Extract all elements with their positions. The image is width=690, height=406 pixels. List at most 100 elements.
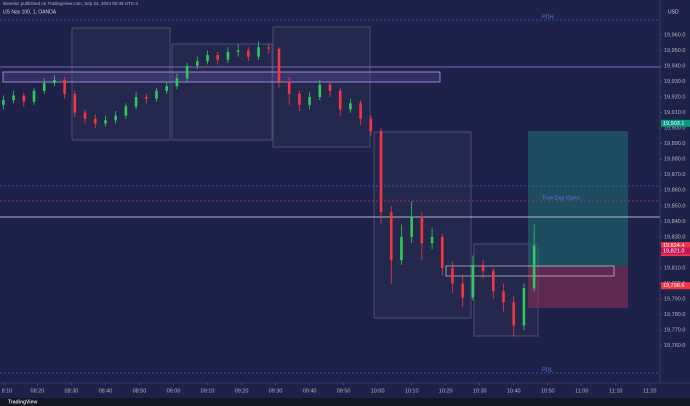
y-tick-label: 19,760.0 [664, 343, 685, 349]
x-tick-label: 8:10 [2, 388, 13, 394]
x-tick-label: 08:50 [133, 388, 147, 394]
y-tick-label: 19,950.0 [664, 48, 685, 54]
candle-body [318, 84, 322, 98]
candle-body [359, 103, 362, 119]
candle-body [155, 90, 158, 99]
y-tick-label: 19,870.0 [664, 172, 685, 178]
candle-body [165, 86, 169, 91]
x-tick-label: 10:30 [473, 388, 487, 394]
candle-body [124, 106, 128, 116]
session-box [272, 26, 371, 148]
candle-body [134, 97, 138, 107]
annotation: True Day Open [542, 195, 579, 201]
y-tick-label: 19,840.0 [664, 219, 685, 225]
candle-body [206, 55, 209, 62]
candle-body [338, 90, 342, 110]
candle-body [502, 291, 505, 303]
candle-body [32, 90, 36, 102]
price-label: 19,824.4 [663, 243, 684, 249]
candle-body [2, 100, 5, 105]
x-tick-label: 09:00 [167, 388, 181, 394]
x-tick-label: 10:50 [541, 388, 555, 394]
candle-body [144, 97, 148, 99]
y-tick-label: 19,790.0 [664, 297, 685, 303]
y-tick-label: 19,810.0 [664, 265, 685, 271]
y-tick-label: 19,910.0 [664, 110, 685, 116]
candle-body [12, 95, 15, 101]
candle-body [410, 216, 413, 237]
price-label: 19,903.1 [663, 121, 684, 127]
candle-body [53, 79, 56, 84]
candle-body [471, 264, 475, 298]
session-box [171, 43, 273, 141]
candle-body [379, 131, 383, 213]
zone-box [2, 71, 441, 83]
candle-body [298, 93, 301, 105]
candle-body [226, 51, 230, 60]
price-axis [660, 0, 690, 383]
x-tick-label: 09:20 [235, 388, 249, 394]
candle-body [389, 212, 393, 261]
candle-body [420, 216, 424, 244]
candle-body [430, 236, 434, 244]
candle-body [328, 84, 332, 91]
candle-body [267, 47, 271, 49]
candle-body [522, 288, 526, 326]
x-tick-label: 10:20 [439, 388, 453, 394]
candle-body [185, 65, 189, 79]
session-box [373, 131, 472, 319]
candle-body [83, 112, 87, 119]
candle-body [461, 283, 464, 298]
x-tick-label: 10:10 [405, 388, 419, 394]
price-label: 19,821.0 [663, 248, 684, 254]
x-tick-label: 08:20 [31, 388, 45, 394]
candle-body [114, 115, 117, 121]
x-tick-label: 11:10 [609, 388, 622, 394]
candle-body [369, 118, 373, 132]
x-tick-label: 09:10 [201, 388, 215, 394]
price-label-bg [661, 282, 690, 290]
candle-body [93, 118, 97, 124]
candle-body [257, 47, 260, 57]
y-tick-label: 19,830.0 [664, 234, 685, 240]
candle-body [73, 93, 77, 113]
x-tick-label: 10:40 [507, 388, 521, 394]
byline: steveluc published on TradingView.com, S… [3, 1, 138, 6]
x-tick-label: 11:00 [575, 388, 588, 394]
symbol: US Nas 100, 1, OANDA [3, 9, 57, 15]
x-tick-label: 08:40 [99, 388, 113, 394]
candle-body [196, 61, 199, 66]
candle-body [236, 50, 240, 52]
price-label-bg [661, 119, 690, 127]
candle-body [247, 50, 250, 57]
x-tick-label: 09:40 [303, 388, 317, 394]
annotation: PDH [542, 14, 554, 20]
candle-body [104, 120, 107, 124]
session-box [71, 27, 171, 141]
price-label: 19,798.6 [663, 283, 684, 289]
stop-zone [528, 266, 628, 308]
candle-body [308, 97, 311, 105]
target-zone [528, 131, 628, 266]
candle-body [440, 236, 444, 268]
candle-body [175, 78, 179, 87]
candle-body [349, 103, 352, 110]
footer-bar [0, 398, 690, 406]
y-tick-label: 19,850.0 [664, 203, 685, 209]
y-tick-label: 19,900.0 [664, 126, 685, 132]
candle-body [22, 95, 26, 102]
candle-body [63, 79, 66, 94]
candle-body [512, 302, 516, 326]
x-tick-label: 09:50 [337, 388, 351, 394]
candle-body [451, 267, 454, 284]
candle-body [216, 55, 220, 60]
candle-body [481, 264, 485, 272]
x-tick-label: 11:20 [643, 388, 656, 394]
candle-body [491, 271, 495, 292]
plot [2, 41, 536, 337]
candle-body [42, 83, 46, 91]
y-tick-label: 19,930.0 [664, 79, 685, 85]
y-tick-label: 19,780.0 [664, 312, 685, 318]
currency: USD [668, 9, 679, 15]
x-tick-label: 09:30 [269, 388, 283, 394]
